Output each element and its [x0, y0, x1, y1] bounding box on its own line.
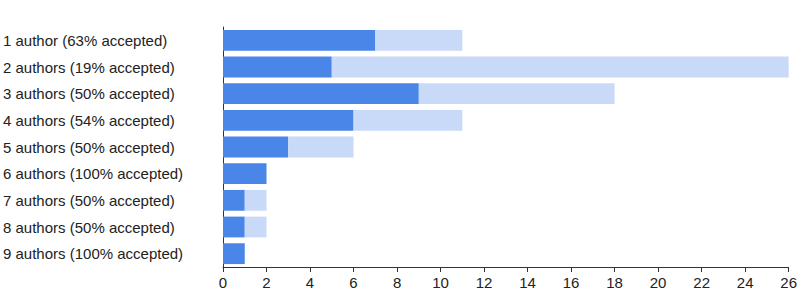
svg-text:8 authors (50% accepted): 8 authors (50% accepted) [3, 219, 175, 236]
svg-text:4 authors (54% accepted): 4 authors (54% accepted) [3, 112, 175, 129]
svg-text:26: 26 [780, 274, 797, 291]
svg-text:5 authors (50% accepted): 5 authors (50% accepted) [3, 139, 175, 156]
svg-text:3 authors (50% accepted): 3 authors (50% accepted) [3, 85, 175, 102]
svg-text:16: 16 [563, 274, 580, 291]
svg-text:2: 2 [262, 274, 270, 291]
svg-text:1 author (63% accepted): 1 author (63% accepted) [3, 32, 167, 49]
svg-text:0: 0 [219, 274, 227, 291]
svg-text:8: 8 [393, 274, 401, 291]
svg-text:2 authors (19% accepted): 2 authors (19% accepted) [3, 59, 175, 76]
svg-text:6 authors (100% accepted): 6 authors (100% accepted) [3, 165, 183, 182]
svg-text:18: 18 [606, 274, 623, 291]
svg-text:20: 20 [650, 274, 667, 291]
svg-text:4: 4 [306, 274, 314, 291]
svg-text:10: 10 [432, 274, 449, 291]
svg-text:7 authors (50% accepted): 7 authors (50% accepted) [3, 192, 175, 209]
svg-text:22: 22 [693, 274, 710, 291]
svg-text:9 authors (100% accepted): 9 authors (100% accepted) [3, 245, 183, 262]
svg-text:6: 6 [349, 274, 357, 291]
svg-text:12: 12 [476, 274, 493, 291]
svg-text:24: 24 [737, 274, 754, 291]
svg-text:14: 14 [519, 274, 536, 291]
